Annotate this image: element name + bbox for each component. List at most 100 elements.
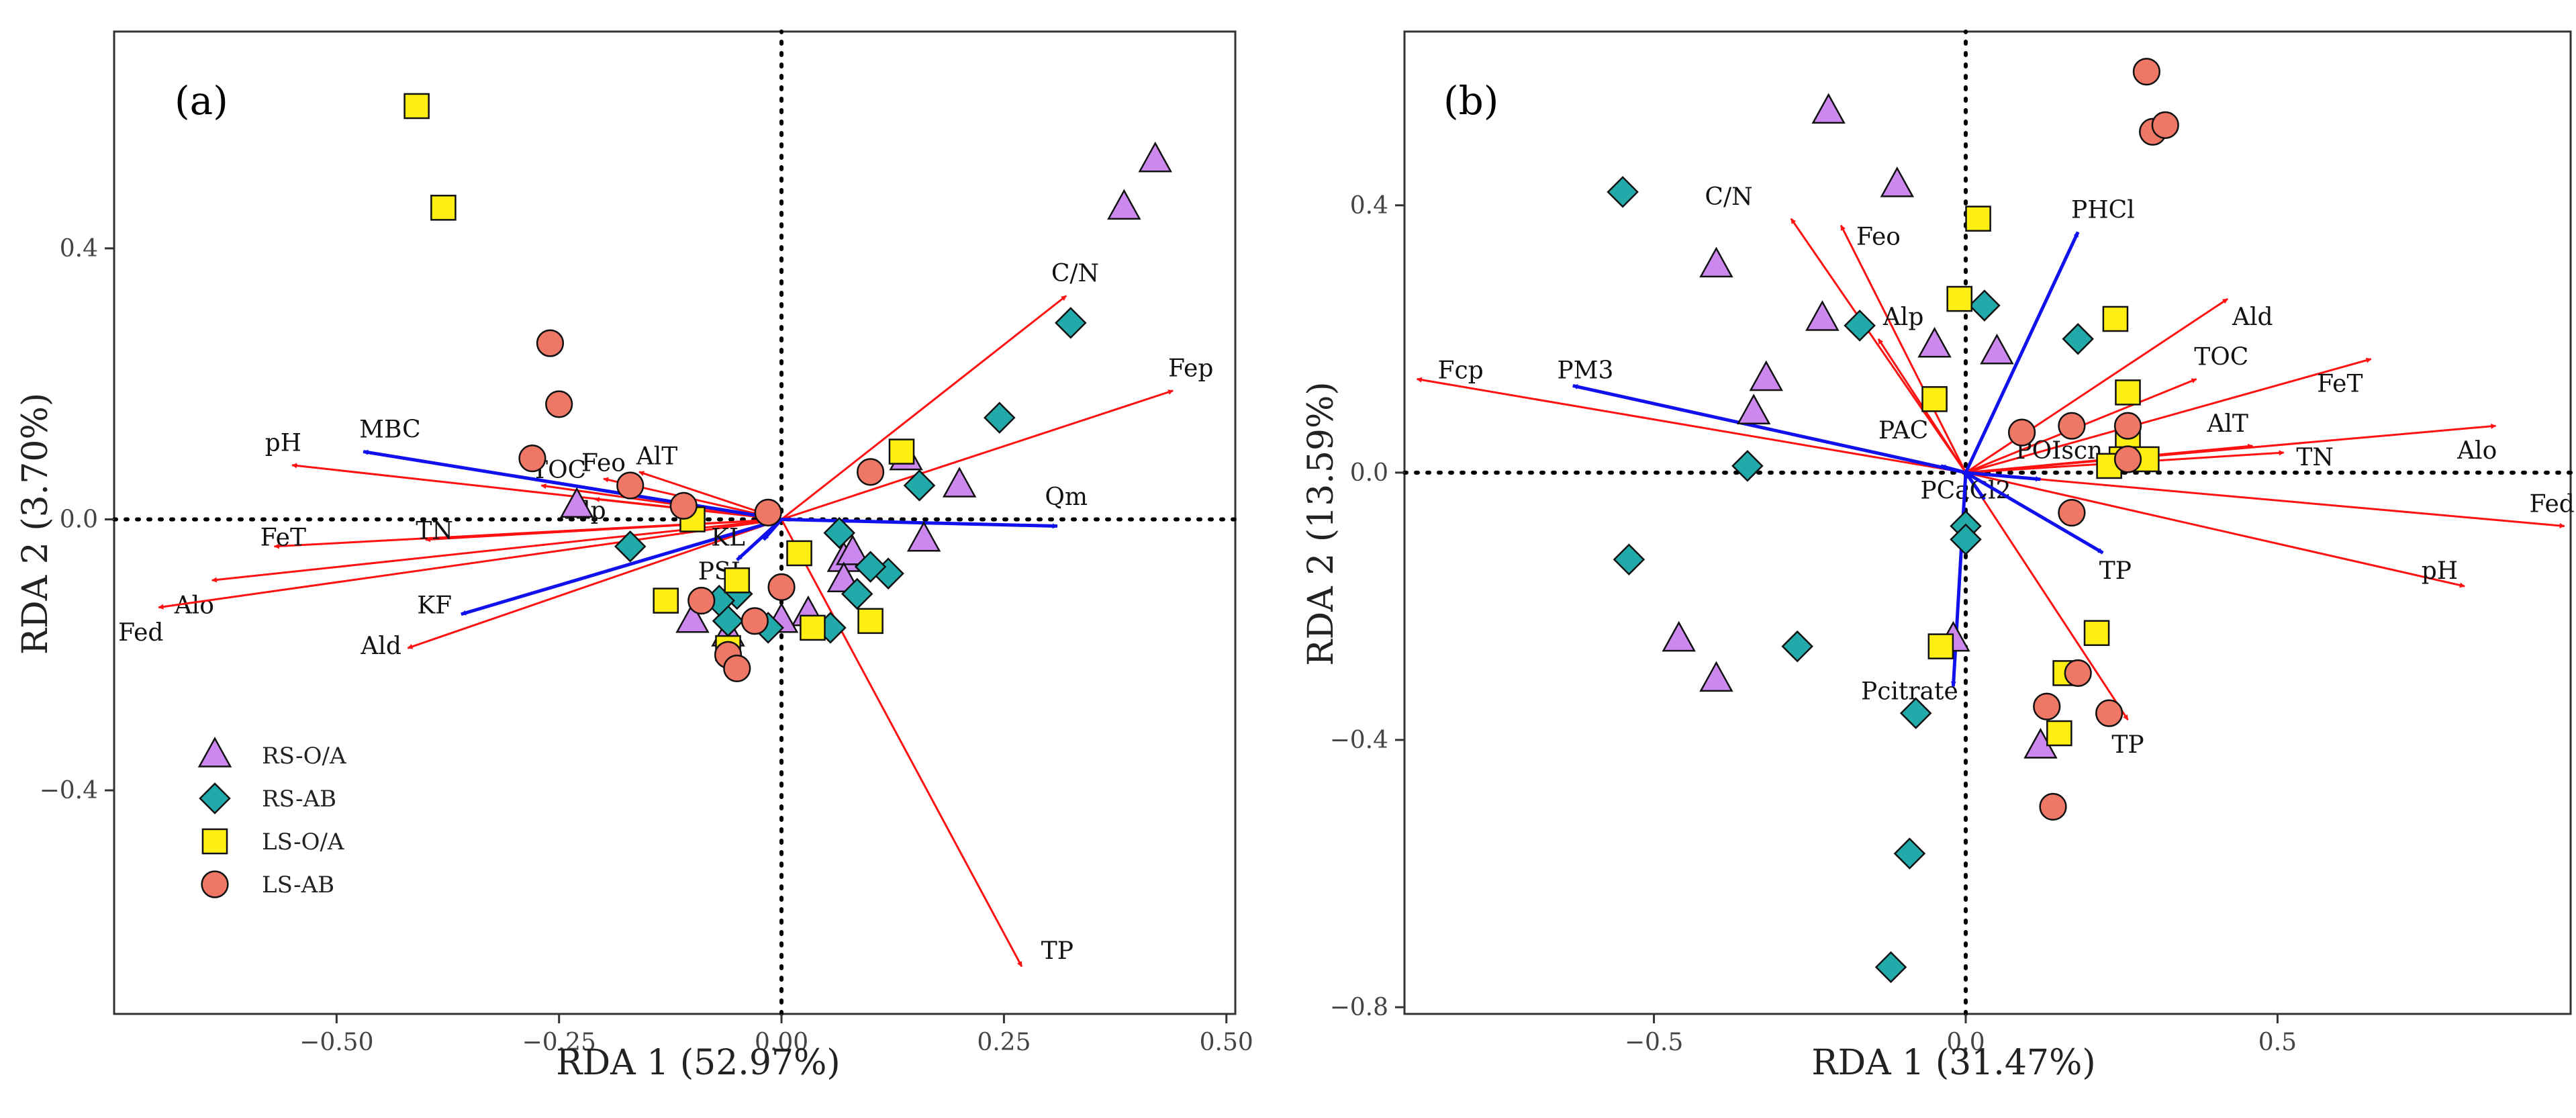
panel-a-point-ls-ab: [536, 329, 565, 357]
panel-a-point-rs-o-a: [1138, 141, 1172, 173]
panel-b-arrow-label-tn: TN: [2296, 444, 2334, 471]
panel-a-arrow-label-alo: Alo: [174, 592, 214, 620]
panel-b-arrow-phcl: [1964, 231, 2080, 473]
panel-b-arrow-label-pcitrate: Pcitrate: [1861, 678, 1958, 705]
panel-a-ytick-label: 0.4: [60, 235, 98, 263]
panel-a-arrow-mbc: [363, 449, 782, 521]
panel-b-point-rs-ab: [1893, 837, 1926, 870]
panel-a-xtick-label: 0.25: [977, 1029, 1031, 1056]
panel-b-arrow-label-pac: PAC: [1878, 417, 1928, 445]
panel-b-point-rs-o-a: [1749, 360, 1783, 391]
panel-b-arrow-label-phcl: PHCl: [2071, 197, 2135, 224]
panel-b-ticks: −0.5 0.0 0.5 −0.8 −0.4 0.0 0.4: [1330, 192, 2297, 1056]
panel-b-point-ls-o-a: [1921, 386, 1948, 412]
panel-a-point-ls-ab: [687, 586, 716, 615]
panel-a-xtick-label: −0.50: [299, 1029, 373, 1056]
panel-a-arrow-kl: [762, 518, 783, 541]
panel-a-arrow-label-tn: TN: [416, 518, 453, 545]
panel-b-point-rs-ab: [2062, 323, 2094, 355]
panel-b-point-ls-o-a: [2046, 720, 2072, 747]
panel-a-arrow-label-ald: Ald: [360, 633, 401, 660]
panel-a-arrow-label-c-n: C/N: [1051, 260, 1099, 287]
panel-a-point-ls-o-a: [403, 93, 430, 120]
panel-a-ylabel: RDA 2 (3.70%): [15, 393, 56, 655]
panel-a: −0.50 −0.25 0.00 0.25 0.50 −0.4 0.0 0.4 C/N Fep T…: [15, 30, 1253, 1083]
panel-b-arrow-label-alo: Alo: [2456, 437, 2497, 465]
panel-b-arrow-label-pm3: PM3: [1557, 357, 1613, 385]
panel-a-point-rs-o-a: [906, 520, 941, 552]
panel-a-xtick-label: 0.00: [755, 1029, 808, 1056]
panel-b-arrow-label-fed: Fed: [2529, 491, 2574, 518]
panel-b-point-rs-ab: [1899, 697, 1932, 729]
panel-b-point-rs-ab: [1950, 523, 1982, 556]
panel-a-point-ls-o-a: [786, 540, 812, 567]
panel-b-arrow-tp: [1964, 472, 2129, 720]
panel-a-arrow-label-fet: FeT: [260, 524, 306, 552]
panel-a-point-ls-ab: [518, 445, 546, 473]
panel-a-arrow-kf: [461, 518, 782, 616]
panel-b-arrow-ph: [1965, 471, 2465, 588]
panel-b-arrow-label-tp: TP: [2099, 557, 2132, 585]
panel-a-point-ls-ab: [856, 458, 885, 486]
panel-b-arrow-label-toc: TOC: [2194, 344, 2248, 371]
panel-a-arrow-label-mbc: MBC: [359, 416, 421, 443]
panel-a-point-rs-o-a: [675, 602, 710, 633]
panel-b-arrow-fcp: [1416, 377, 1966, 474]
panel-a-arrow-fep: [781, 389, 1174, 520]
panel-b-point-rs-o-a: [1880, 167, 1915, 197]
panel-b-point-rs-o-a: [1805, 300, 1840, 331]
panel-a-arrow-label-tp: TP: [1041, 937, 1074, 965]
panel-b-arrow-pcacl2: [1964, 471, 1986, 501]
panel-b-arrow-tp: [1964, 471, 2104, 555]
panel-b-arrow-poiscn: [1965, 471, 2042, 482]
legend-marker-rs-o-a: [197, 737, 232, 767]
panel-a-label: (a): [175, 78, 228, 124]
panel-a-point-rs-o-a: [835, 534, 870, 565]
panel-b-point-ls-ab: [2113, 412, 2142, 440]
panel-a-point-ls-o-a: [724, 567, 751, 594]
panel-a-point-ls-o-a: [653, 588, 679, 614]
panel-a-point-rs-o-a: [559, 487, 594, 518]
panel-a-point-rs-ab: [903, 469, 936, 502]
panel-a-arrow-label-kf: KF: [417, 592, 452, 620]
panel-b-arrow-pac: [1940, 464, 1966, 475]
panel-a-point-rs-ab: [614, 530, 647, 563]
panel-b-xlabel: RDA 1 (31.47%): [1811, 1043, 2095, 1083]
panel-b-point-rs-o-a: [1980, 333, 2014, 365]
panel-b-arrow-label-ald: Ald: [2232, 304, 2273, 331]
panel-b-arrow-fed: [1965, 471, 2565, 528]
panel-b-arrow-label-fcp: Fcp: [1438, 357, 1484, 385]
panel-b-arrow-fet: [1965, 357, 2372, 474]
panel-a-arrow-label-fep: Fep: [1168, 355, 1213, 382]
legend-marker-ls-o-a: [201, 828, 228, 855]
panel-a-zero-lines: [112, 30, 1237, 1016]
panel-a-ytick-label: −0.4: [40, 777, 98, 804]
panel-b-point-ls-ab: [2058, 412, 2086, 440]
panel-b-point-ls-o-a: [2083, 620, 2110, 647]
panel-a-arrow-ald: [407, 518, 782, 649]
panel-a-ticks: −0.50 −0.25 0.00 0.25 0.50 −0.4 0.0 0.4: [40, 235, 1253, 1056]
panel-b-arrow-label-alt: AlT: [2206, 410, 2248, 438]
panel-a-point-ls-ab: [741, 607, 769, 635]
panel-b-arrow-label-feo: Feo: [1856, 224, 1901, 251]
legend-label-ls-o-a: LS-O/A: [262, 829, 344, 855]
panel-a-point-rs-o-a: [1107, 189, 1141, 220]
panel-a-point-ls-ab: [754, 498, 782, 526]
panel-a-xtick-label: 0.50: [1200, 1029, 1253, 1056]
panel-a-arrow-tn: [425, 518, 782, 543]
legend-label-rs-ab: RS-AB: [262, 786, 336, 812]
panel-a-point-ls-o-a: [888, 438, 915, 465]
panel-a-point-ls-o-a: [800, 614, 826, 641]
panel-b-ytick-label: 0.0: [1350, 459, 1388, 487]
panel-a-frame: [113, 30, 1237, 1015]
panel-b-point-rs-ab: [1613, 543, 1645, 576]
panel-b-point-rs-ab: [1781, 630, 1813, 663]
panel-b-point-ls-o-a: [2102, 306, 2129, 332]
panel-a-arrow-qm: [781, 517, 1058, 529]
legend-label-rs-o-a: RS-O/A: [262, 743, 346, 770]
panel-b-frame: [1403, 30, 2572, 1015]
panel-a-arrow-c-n: [781, 295, 1067, 520]
panel-b: −0.5 0.0 0.5 −0.8 −0.4 0.0 0.4 C/N Feo Alp Fcp Ald…: [1301, 30, 2575, 1083]
panel-b-arrow-label-tp: TP: [2111, 731, 2144, 759]
panel-a-ytick-label: 0.0: [60, 506, 98, 533]
